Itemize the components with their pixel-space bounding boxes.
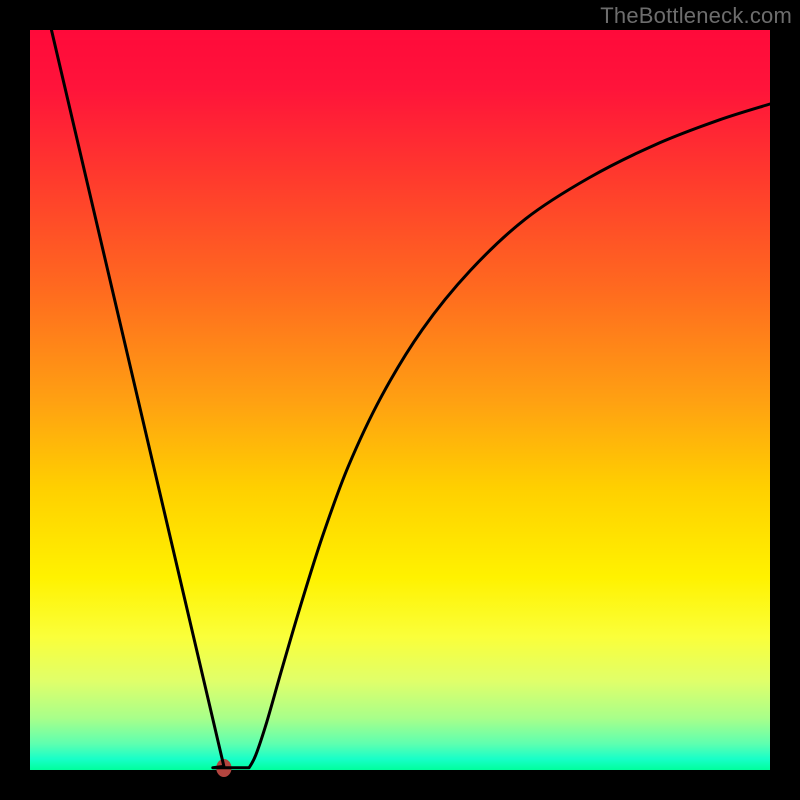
chart-stage: TheBottleneck.com xyxy=(0,0,800,800)
plot-area xyxy=(30,30,770,770)
curve-layer xyxy=(30,30,770,770)
watermark-text: TheBottleneck.com xyxy=(600,3,792,29)
bottleneck-curve xyxy=(51,30,770,768)
